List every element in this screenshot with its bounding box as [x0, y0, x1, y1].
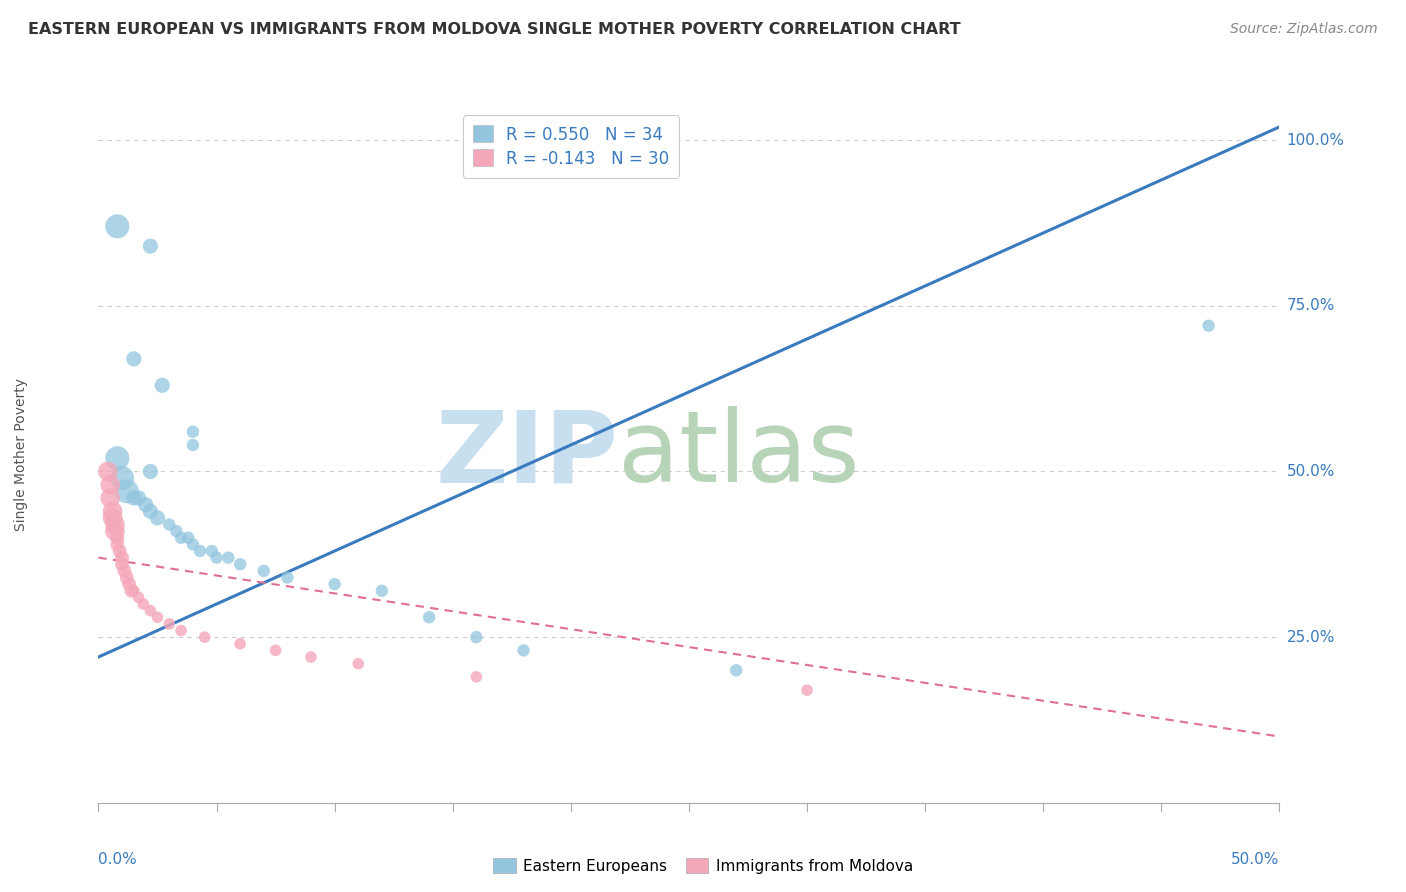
Point — [104, 517, 127, 532]
Text: atlas: atlas — [619, 407, 859, 503]
Legend: R = 0.550   N = 34, R = -0.143   N = 30: R = 0.550 N = 34, R = -0.143 N = 30 — [463, 115, 679, 178]
Point — [98, 477, 121, 491]
Point — [150, 378, 173, 392]
Point — [188, 544, 211, 558]
Point — [157, 616, 180, 631]
Point — [105, 219, 128, 234]
Text: 50.0%: 50.0% — [1232, 852, 1279, 867]
Point — [146, 511, 169, 525]
Point — [128, 491, 150, 505]
Text: 75.0%: 75.0% — [1286, 298, 1334, 313]
Point — [229, 637, 252, 651]
Point — [165, 524, 187, 538]
Text: 25.0%: 25.0% — [1286, 630, 1334, 645]
Point — [347, 657, 370, 671]
Text: Single Mother Poverty: Single Mother Poverty — [14, 378, 28, 532]
Point — [122, 583, 145, 598]
Text: EASTERN EUROPEAN VS IMMIGRANTS FROM MOLDOVA SINGLE MOTHER POVERTY CORRELATION CH: EASTERN EUROPEAN VS IMMIGRANTS FROM MOLD… — [28, 22, 960, 37]
Point — [194, 630, 217, 644]
Point — [111, 550, 134, 565]
Point — [139, 465, 162, 479]
Point — [177, 531, 200, 545]
Point — [201, 544, 224, 558]
Point — [105, 531, 128, 545]
Point — [115, 570, 138, 584]
Point — [276, 570, 298, 584]
Point — [205, 550, 228, 565]
Point — [181, 438, 204, 452]
Point — [132, 597, 155, 611]
Point — [512, 643, 534, 657]
Point — [139, 504, 162, 518]
Point — [181, 537, 204, 551]
Text: ZIP: ZIP — [436, 407, 619, 503]
Point — [170, 624, 193, 638]
Point — [98, 491, 121, 505]
Text: 50.0%: 50.0% — [1286, 464, 1334, 479]
Point — [229, 558, 252, 572]
Point — [299, 650, 322, 665]
Point — [264, 643, 287, 657]
Point — [101, 504, 124, 518]
Point — [108, 544, 131, 558]
Point — [111, 558, 134, 572]
Point — [104, 524, 127, 538]
Point — [217, 550, 239, 565]
Point — [118, 577, 141, 591]
Point — [371, 583, 394, 598]
Point — [112, 564, 135, 578]
Point — [135, 498, 157, 512]
Point — [253, 564, 276, 578]
Point — [157, 517, 180, 532]
Point — [101, 511, 124, 525]
Point — [725, 663, 748, 677]
Text: 0.0%: 0.0% — [98, 852, 138, 867]
Point — [170, 531, 193, 545]
Point — [796, 683, 818, 698]
Point — [97, 465, 120, 479]
Point — [111, 471, 134, 485]
Point — [121, 583, 143, 598]
Point — [181, 425, 204, 439]
Point — [323, 577, 346, 591]
Point — [105, 451, 128, 466]
Point — [122, 491, 145, 505]
Text: Source: ZipAtlas.com: Source: ZipAtlas.com — [1230, 22, 1378, 37]
Point — [465, 630, 488, 644]
Point — [115, 484, 138, 499]
Point — [465, 670, 488, 684]
Point — [105, 537, 128, 551]
Point — [146, 610, 169, 624]
Point — [139, 604, 162, 618]
Legend: Eastern Europeans, Immigrants from Moldova: Eastern Europeans, Immigrants from Moldo… — [486, 852, 920, 880]
Point — [128, 591, 150, 605]
Point — [1198, 318, 1220, 333]
Point — [418, 610, 440, 624]
Point — [139, 239, 162, 253]
Text: 100.0%: 100.0% — [1286, 133, 1344, 148]
Point — [122, 351, 145, 366]
